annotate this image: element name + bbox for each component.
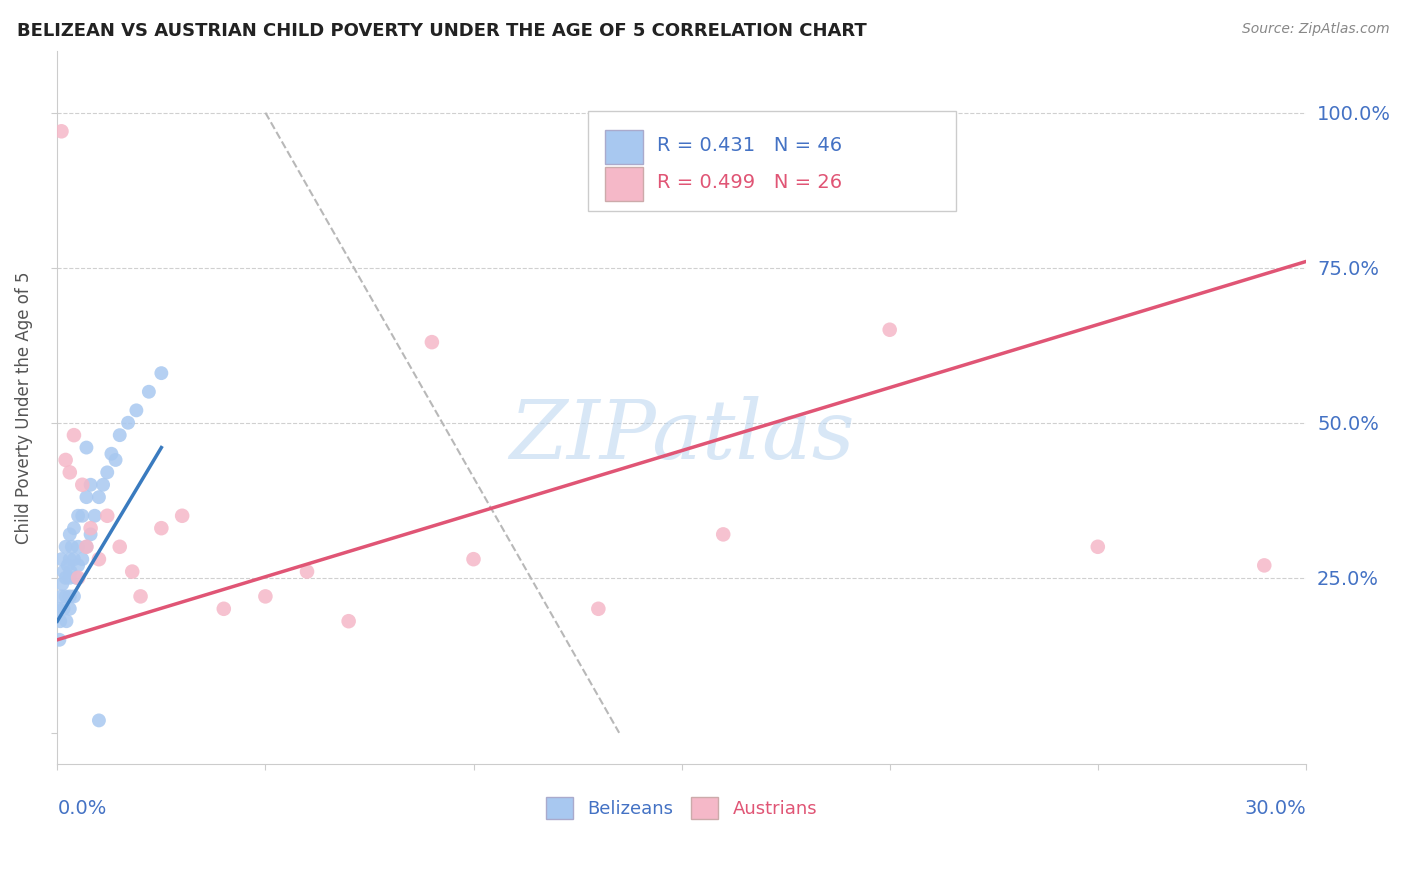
Point xyxy=(588,602,610,616)
Point xyxy=(96,508,118,523)
Point xyxy=(79,477,101,491)
Point xyxy=(63,590,86,604)
Point xyxy=(79,521,101,535)
Point xyxy=(420,335,443,350)
Point xyxy=(75,490,97,504)
Point xyxy=(51,124,73,138)
Point xyxy=(463,552,485,566)
Point xyxy=(87,552,110,566)
Point xyxy=(72,508,94,523)
Point xyxy=(51,552,73,566)
Point xyxy=(75,540,97,554)
Point xyxy=(59,590,82,604)
Point xyxy=(879,323,901,337)
FancyBboxPatch shape xyxy=(606,130,643,164)
Point xyxy=(150,521,173,535)
Point xyxy=(55,571,77,585)
Point xyxy=(72,477,94,491)
Point xyxy=(75,540,97,554)
Point xyxy=(117,416,139,430)
Point xyxy=(55,540,77,554)
Point xyxy=(67,540,90,554)
Point xyxy=(254,590,277,604)
Point xyxy=(108,540,131,554)
Point xyxy=(59,552,82,566)
Point xyxy=(51,577,73,591)
Point xyxy=(67,571,90,585)
Text: BELIZEAN VS AUSTRIAN CHILD POVERTY UNDER THE AGE OF 5 CORRELATION CHART: BELIZEAN VS AUSTRIAN CHILD POVERTY UNDER… xyxy=(17,22,866,40)
Text: 0.0%: 0.0% xyxy=(58,798,107,818)
Text: R = 0.499   N = 26: R = 0.499 N = 26 xyxy=(657,173,842,192)
Point xyxy=(48,632,70,647)
Point xyxy=(60,540,83,554)
FancyBboxPatch shape xyxy=(588,112,956,211)
Text: R = 0.431   N = 46: R = 0.431 N = 46 xyxy=(657,136,842,155)
Point xyxy=(96,466,118,480)
Point xyxy=(79,527,101,541)
Text: ZIPatlas: ZIPatlas xyxy=(509,396,855,475)
Point xyxy=(59,527,82,541)
Text: 30.0%: 30.0% xyxy=(1244,798,1306,818)
Point xyxy=(65,571,87,585)
Point xyxy=(55,614,77,628)
Point xyxy=(67,558,90,573)
Point xyxy=(59,565,82,579)
Point xyxy=(100,447,122,461)
Point xyxy=(337,614,360,628)
Point xyxy=(63,428,86,442)
Point xyxy=(1253,558,1275,573)
Point xyxy=(150,366,173,380)
Point xyxy=(711,527,734,541)
Legend: Belizeans, Austrians: Belizeans, Austrians xyxy=(538,789,825,826)
Point xyxy=(295,565,318,579)
Point xyxy=(52,565,75,579)
Point xyxy=(55,590,77,604)
Point xyxy=(125,403,148,417)
FancyBboxPatch shape xyxy=(606,168,643,201)
Point xyxy=(138,384,160,399)
Point xyxy=(121,565,143,579)
Y-axis label: Child Poverty Under the Age of 5: Child Poverty Under the Age of 5 xyxy=(15,271,32,543)
Point xyxy=(59,571,82,585)
Point xyxy=(56,558,79,573)
Point xyxy=(83,508,105,523)
Point xyxy=(104,453,127,467)
Point xyxy=(212,602,235,616)
Point xyxy=(91,477,114,491)
Point xyxy=(108,428,131,442)
Point xyxy=(87,490,110,504)
Point xyxy=(63,521,86,535)
Point xyxy=(59,466,82,480)
Point xyxy=(55,453,77,467)
Text: Source: ZipAtlas.com: Source: ZipAtlas.com xyxy=(1241,22,1389,37)
Point xyxy=(1087,540,1109,554)
Point xyxy=(87,714,110,728)
Point xyxy=(129,590,152,604)
Point xyxy=(51,590,73,604)
Point xyxy=(48,602,70,616)
Point xyxy=(75,441,97,455)
Point xyxy=(72,552,94,566)
Point xyxy=(52,602,75,616)
Point xyxy=(63,552,86,566)
Point xyxy=(49,614,72,628)
Point xyxy=(172,508,194,523)
Point xyxy=(67,508,90,523)
Point xyxy=(59,602,82,616)
